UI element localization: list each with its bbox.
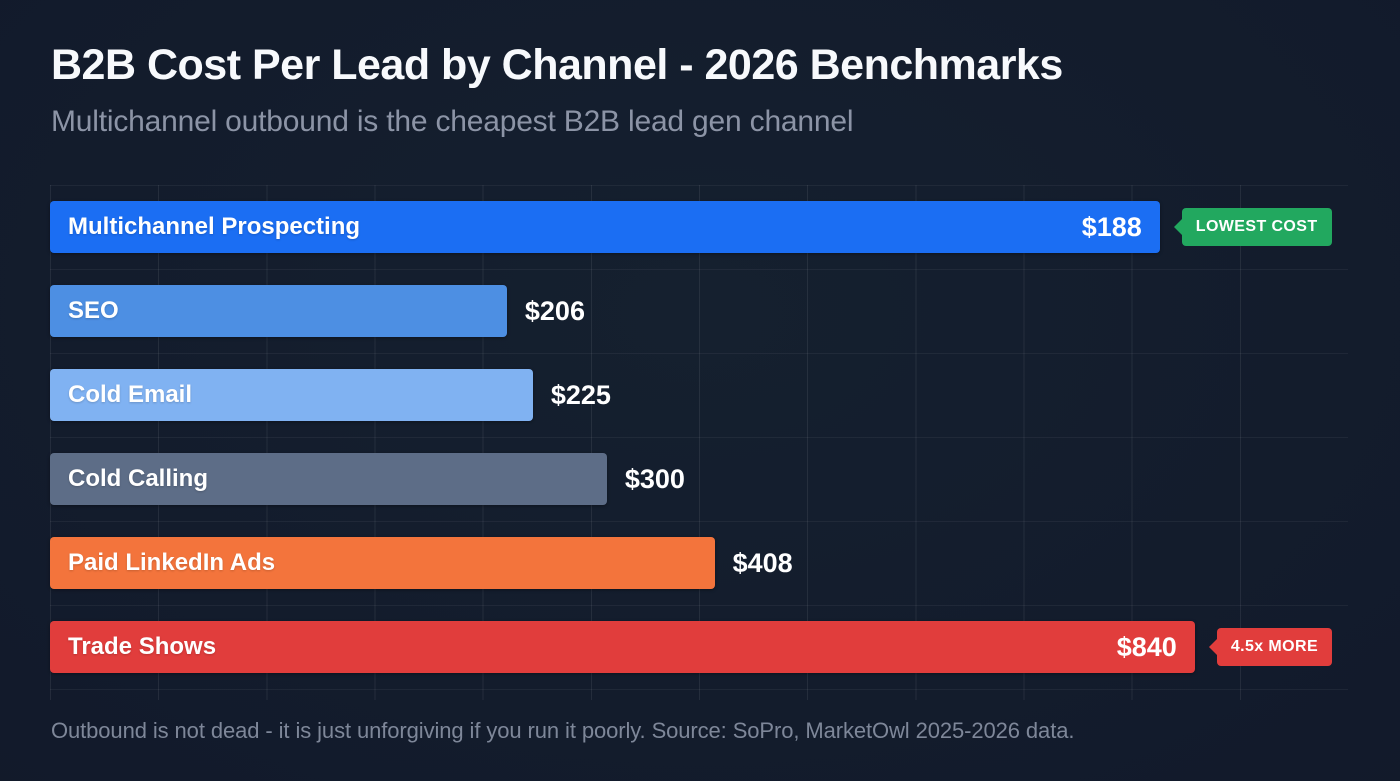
- bar-row-multichannel-prospecting: Multichannel Prospecting $188 LOWEST COS…: [50, 201, 1348, 253]
- bar-row-cold-calling: Cold Calling $300: [50, 453, 1348, 505]
- badge-pointer-icon: [1173, 218, 1183, 236]
- bar-label: SEO: [68, 297, 119, 324]
- bar-value: $206: [524, 295, 585, 326]
- bar-row-seo: SEO $206: [50, 285, 1348, 337]
- header: B2B Cost Per Lead by Channel - 2026 Benc…: [51, 41, 1349, 139]
- badge-label: 4.5x MORE: [1230, 638, 1319, 655]
- bar-row-paid-linkedin-ads: Paid LinkedIn Ads $408: [50, 537, 1348, 589]
- lowest-cost-badge: LOWEST COST: [1173, 208, 1332, 246]
- footer: Outbound is not dead - it is just unforg…: [51, 718, 1349, 744]
- bar-chart: Multichannel Prospecting $188 LOWEST COS…: [50, 185, 1348, 700]
- page-title: B2B Cost Per Lead by Channel - 2026 Benc…: [51, 41, 1063, 89]
- bar-value: $840: [1116, 631, 1177, 662]
- bar-label: Cold Calling: [68, 465, 208, 492]
- bar-label: Multichannel Prospecting: [68, 213, 361, 240]
- bar-value: $188: [1081, 211, 1142, 242]
- badge-pointer-icon: [1208, 638, 1218, 656]
- bar-label: Paid LinkedIn Ads: [68, 549, 276, 576]
- bar-label: Cold Email: [68, 381, 193, 408]
- chart-rows: Multichannel Prospecting $188 LOWEST COS…: [50, 185, 1348, 673]
- bar-paid-linkedin-ads: Paid LinkedIn Ads: [50, 537, 715, 589]
- source-note: Outbound is not dead - it is just unforg…: [51, 718, 1075, 743]
- bar-cold-calling: Cold Calling: [50, 453, 607, 505]
- bar-value: $408: [732, 547, 793, 578]
- bar-row-cold-email: Cold Email $225: [50, 369, 1348, 421]
- bar-multichannel-prospecting: Multichannel Prospecting $188: [50, 201, 1160, 253]
- bar-row-trade-shows: Trade Shows $840 4.5x MORE: [50, 621, 1348, 673]
- bar-seo: SEO: [50, 285, 507, 337]
- bar-cold-email: Cold Email: [50, 369, 533, 421]
- bar-label: Trade Shows: [68, 633, 217, 660]
- more-cost-badge: 4.5x MORE: [1208, 628, 1333, 666]
- bar-value: $225: [550, 379, 611, 410]
- page-subtitle: Multichannel outbound is the cheapest B2…: [51, 105, 854, 139]
- bar-trade-shows: Trade Shows $840: [50, 621, 1195, 673]
- badge-label: LOWEST COST: [1195, 218, 1318, 235]
- bar-value: $300: [624, 463, 685, 494]
